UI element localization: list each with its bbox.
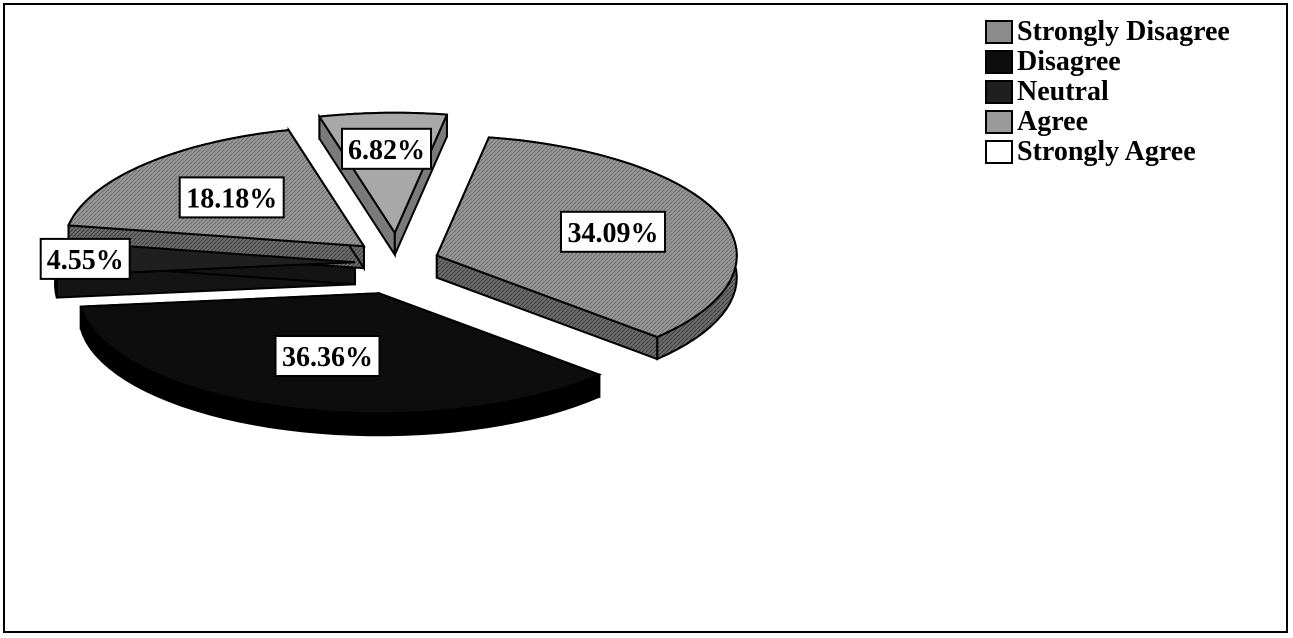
legend-swatch <box>985 20 1013 44</box>
legend-swatch <box>985 80 1013 104</box>
legend-label: Agree <box>1017 106 1088 137</box>
legend-label: Strongly Disagree <box>1017 16 1230 47</box>
data-label-text-4: 18.18% <box>186 183 277 214</box>
legend-label: Neutral <box>1017 76 1109 107</box>
data-label-text-5: 6.82% <box>348 135 425 166</box>
chart-frame: 34.09% 36.36% 4.55% 18.18% 6.82% Strongly Di… <box>3 3 1288 633</box>
legend-item-strongly-agree: Strongly Agree <box>985 137 1230 167</box>
data-label-box-3 <box>39 237 131 280</box>
legend-item-agree: Agree <box>985 107 1230 137</box>
data-label-box-1 <box>560 210 666 253</box>
legend-item-neutral: Neutral <box>985 77 1230 107</box>
data-label-2: 36.36% <box>274 335 381 377</box>
data-label-text-1: 34.09% <box>568 218 659 249</box>
pie-chart: 34.09% 36.36% 4.55% 18.18% 6.82% <box>39 111 738 437</box>
data-label-box-5 <box>341 127 432 170</box>
legend-label: Disagree <box>1017 46 1121 77</box>
legend-swatch <box>985 50 1013 74</box>
legend-swatch <box>985 110 1013 134</box>
data-label-4: 18.18% <box>178 176 285 219</box>
data-label-1: 34.09% <box>560 210 666 253</box>
legend: Strongly Disagree Disagree Neutral Agree Str… <box>985 17 1230 167</box>
legend-item-strongly-disagree: Strongly Disagree <box>985 17 1230 47</box>
legend-swatch <box>985 140 1013 164</box>
data-label-5: 6.82% <box>341 127 432 170</box>
data-label-text-3: 4.55% <box>47 245 124 276</box>
data-label-text-2: 36.36% <box>282 342 373 373</box>
data-label-3: 4.55% <box>39 237 131 280</box>
data-label-box-4 <box>178 176 285 219</box>
data-label-box-2 <box>274 335 381 377</box>
legend-label: Strongly Agree <box>1017 136 1196 167</box>
legend-item-disagree: Disagree <box>985 47 1230 77</box>
